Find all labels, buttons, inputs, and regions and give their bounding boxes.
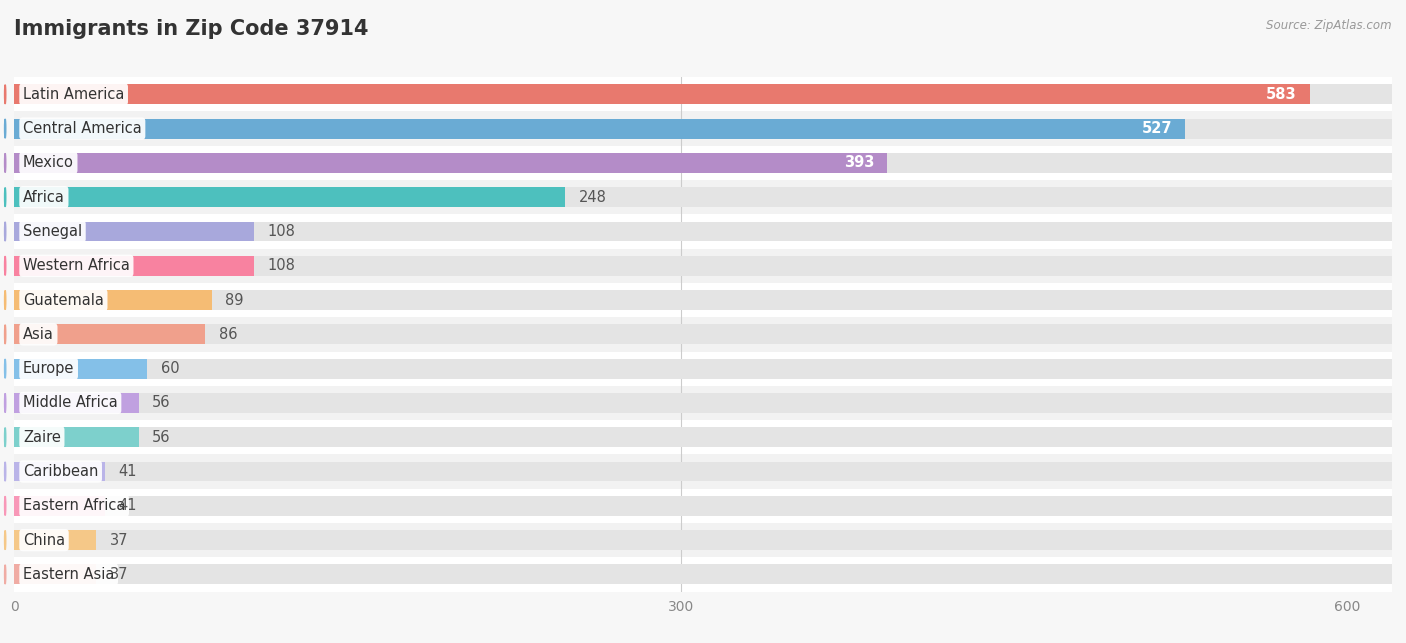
Bar xyxy=(14,496,105,516)
Bar xyxy=(14,462,1392,482)
Bar xyxy=(14,119,1185,138)
Bar xyxy=(14,146,1392,180)
Text: 248: 248 xyxy=(578,190,606,204)
Bar xyxy=(14,290,212,310)
Bar xyxy=(14,462,105,482)
Bar xyxy=(14,119,1392,138)
Bar xyxy=(14,523,1392,557)
Bar xyxy=(14,153,1392,173)
Text: 527: 527 xyxy=(1142,121,1173,136)
Bar xyxy=(14,222,254,241)
Text: Africa: Africa xyxy=(22,190,65,204)
Text: 60: 60 xyxy=(160,361,180,376)
Text: 393: 393 xyxy=(844,156,875,170)
Text: Eastern Asia: Eastern Asia xyxy=(22,567,114,582)
Text: Immigrants in Zip Code 37914: Immigrants in Zip Code 37914 xyxy=(14,19,368,39)
Text: China: China xyxy=(22,532,65,548)
Text: Mexico: Mexico xyxy=(22,156,75,170)
Bar xyxy=(14,428,1392,447)
Text: Caribbean: Caribbean xyxy=(22,464,98,479)
Bar xyxy=(14,249,1392,283)
Text: Europe: Europe xyxy=(22,361,75,376)
Bar xyxy=(14,317,1392,352)
Text: Middle Africa: Middle Africa xyxy=(22,395,118,410)
Bar xyxy=(14,420,1392,455)
Bar xyxy=(14,393,1392,413)
Bar xyxy=(14,565,1392,584)
Bar xyxy=(14,530,1392,550)
Text: 89: 89 xyxy=(225,293,243,307)
Text: Zaire: Zaire xyxy=(22,430,60,445)
Bar xyxy=(14,489,1392,523)
Bar xyxy=(14,530,96,550)
Bar xyxy=(14,153,887,173)
Text: Guatemala: Guatemala xyxy=(22,293,104,307)
Bar xyxy=(14,180,1392,214)
Text: Central America: Central America xyxy=(22,121,142,136)
Bar xyxy=(14,111,1392,146)
Text: Western Africa: Western Africa xyxy=(22,258,129,273)
Bar xyxy=(14,290,1392,310)
Text: 37: 37 xyxy=(110,567,128,582)
Text: Asia: Asia xyxy=(22,327,53,342)
Bar xyxy=(14,386,1392,420)
Bar xyxy=(14,84,1310,104)
Text: 56: 56 xyxy=(152,395,170,410)
Bar xyxy=(14,256,1392,276)
Bar xyxy=(14,84,1392,104)
Bar xyxy=(14,557,1392,592)
Text: 37: 37 xyxy=(110,532,128,548)
Bar xyxy=(14,325,1392,344)
Text: Eastern Africa: Eastern Africa xyxy=(22,498,125,513)
Bar xyxy=(14,565,96,584)
Bar xyxy=(14,187,565,207)
Bar xyxy=(14,455,1392,489)
Bar xyxy=(14,222,1392,241)
Bar xyxy=(14,77,1392,111)
Text: 583: 583 xyxy=(1265,87,1296,102)
Bar xyxy=(14,256,254,276)
Bar xyxy=(14,325,205,344)
Bar xyxy=(14,283,1392,317)
Bar xyxy=(14,187,1392,207)
Bar xyxy=(14,428,139,447)
Text: 108: 108 xyxy=(267,258,295,273)
Text: Latin America: Latin America xyxy=(22,87,124,102)
Text: Senegal: Senegal xyxy=(22,224,82,239)
Bar xyxy=(14,496,1392,516)
Bar xyxy=(14,352,1392,386)
Text: Source: ZipAtlas.com: Source: ZipAtlas.com xyxy=(1267,19,1392,32)
Bar xyxy=(14,359,148,379)
Bar xyxy=(14,214,1392,249)
Text: 108: 108 xyxy=(267,224,295,239)
Text: 41: 41 xyxy=(118,464,136,479)
Text: 86: 86 xyxy=(218,327,238,342)
Text: 56: 56 xyxy=(152,430,170,445)
Text: 41: 41 xyxy=(118,498,136,513)
Bar xyxy=(14,393,139,413)
Bar xyxy=(14,359,1392,379)
